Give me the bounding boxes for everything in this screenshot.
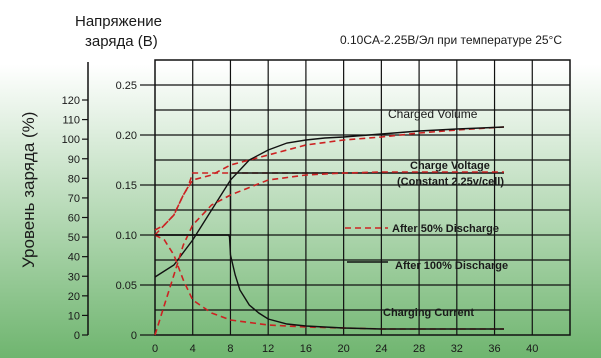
percent-tick-label: 90 bbox=[68, 154, 80, 166]
x-tick-label: 0 bbox=[152, 343, 158, 355]
y-tick-label: 0.10 bbox=[116, 230, 137, 242]
right-axis-title-line1: Напряжение bbox=[75, 13, 162, 30]
percent-tick-label: 0 bbox=[74, 330, 80, 342]
x-tick-label: 28 bbox=[413, 343, 425, 355]
left-axis-title: Уровень заряда (%) bbox=[19, 112, 38, 268]
percent-tick-label: 30 bbox=[68, 271, 80, 283]
percent-tick-label: 110 bbox=[62, 115, 80, 127]
percent-tick-label: 120 bbox=[62, 95, 80, 107]
plot-frame bbox=[154, 59, 571, 336]
y-tick-label: 0.15 bbox=[116, 180, 137, 192]
percent-tick-label: 50 bbox=[68, 232, 80, 244]
legend-after-50-discharge: After 50% Discharge bbox=[392, 223, 499, 235]
y-tick-label: 0.20 bbox=[116, 130, 137, 142]
legend-after-100-discharge: After 100% Discharge bbox=[395, 260, 508, 272]
x-tick-label: 20 bbox=[338, 343, 350, 355]
percent-tick-label: 20 bbox=[68, 291, 80, 303]
percent-tick-label: 60 bbox=[68, 213, 80, 225]
series-line-1 bbox=[154, 126, 505, 236]
x-tick-label: 32 bbox=[451, 343, 463, 355]
y-tick-label: 0 bbox=[131, 330, 137, 342]
series-line-5 bbox=[154, 171, 504, 336]
x-tick-label: 16 bbox=[300, 343, 312, 355]
percent-tick-label: 80 bbox=[68, 173, 80, 185]
annotation-charge-voltage-constant: (Constant 2.25v/cell) bbox=[397, 176, 504, 188]
y-tick-label: 0.05 bbox=[116, 280, 137, 292]
x-tick-label: 12 bbox=[262, 343, 274, 355]
series-line-2 bbox=[154, 126, 505, 278]
x-tick-label: 40 bbox=[526, 343, 538, 355]
percent-tick-label: 40 bbox=[68, 252, 80, 264]
series-line-7 bbox=[155, 234, 504, 330]
percent-tick-label: 70 bbox=[68, 193, 80, 205]
x-tick-label: 24 bbox=[375, 343, 387, 355]
y-tick-label: 0.25 bbox=[116, 80, 137, 92]
series-line-3 bbox=[154, 172, 372, 231]
percent-tick-label: 100 bbox=[62, 134, 80, 146]
annotation-charge-voltage: Charge Voltage bbox=[410, 160, 490, 172]
x-tick-label: 4 bbox=[190, 343, 196, 355]
annotation-charged-volume: Charged Volume bbox=[388, 107, 478, 121]
plot-area: 0 4 8 12 16 20 24 28 32 36 40 0 0.05 0.10 0.15 0.20 0.25… bbox=[62, 59, 571, 355]
right-axis-title-line2: заряда (В) bbox=[85, 33, 158, 50]
x-tick-label: 36 bbox=[488, 343, 500, 355]
percent-tick-label: 10 bbox=[68, 310, 80, 322]
x-tick-label: 8 bbox=[227, 343, 233, 355]
chart-title: 0.10CA-2.25В/Эл при температуре 25°C bbox=[340, 33, 562, 47]
annotation-charging-current: Charging Current bbox=[383, 307, 474, 319]
